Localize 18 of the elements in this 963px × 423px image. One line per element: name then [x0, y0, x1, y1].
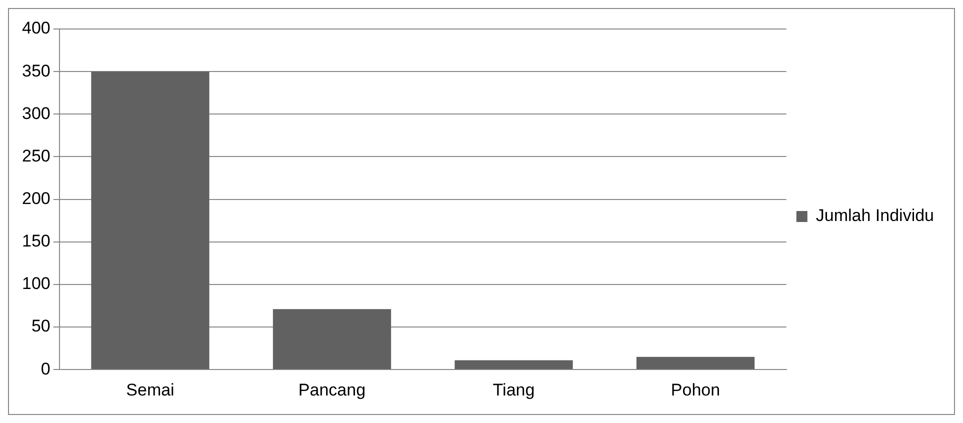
legend-label: Jumlah Individu — [816, 206, 934, 226]
y-tick-label: 250 — [22, 146, 50, 166]
bar — [272, 309, 392, 370]
x-tick-label: Tiang — [492, 380, 535, 400]
bar — [454, 360, 573, 370]
bar — [91, 72, 210, 370]
bar — [636, 356, 755, 370]
y-tick-label: 200 — [22, 188, 50, 208]
x-tick-label: Pancang — [298, 380, 366, 400]
y-tick-label: 400 — [22, 18, 50, 38]
y-tick-label: 0 — [40, 359, 50, 378]
x-tick-label: Semai — [126, 380, 174, 400]
x-tick-label: Pohon — [670, 380, 720, 400]
y-tick-label: 300 — [22, 104, 50, 123]
y-tick-label: 350 — [22, 61, 50, 80]
y-tick-label: 100 — [22, 274, 50, 294]
y-tick-label: 50 — [31, 316, 50, 336]
y-tick-label: 150 — [22, 232, 50, 251]
